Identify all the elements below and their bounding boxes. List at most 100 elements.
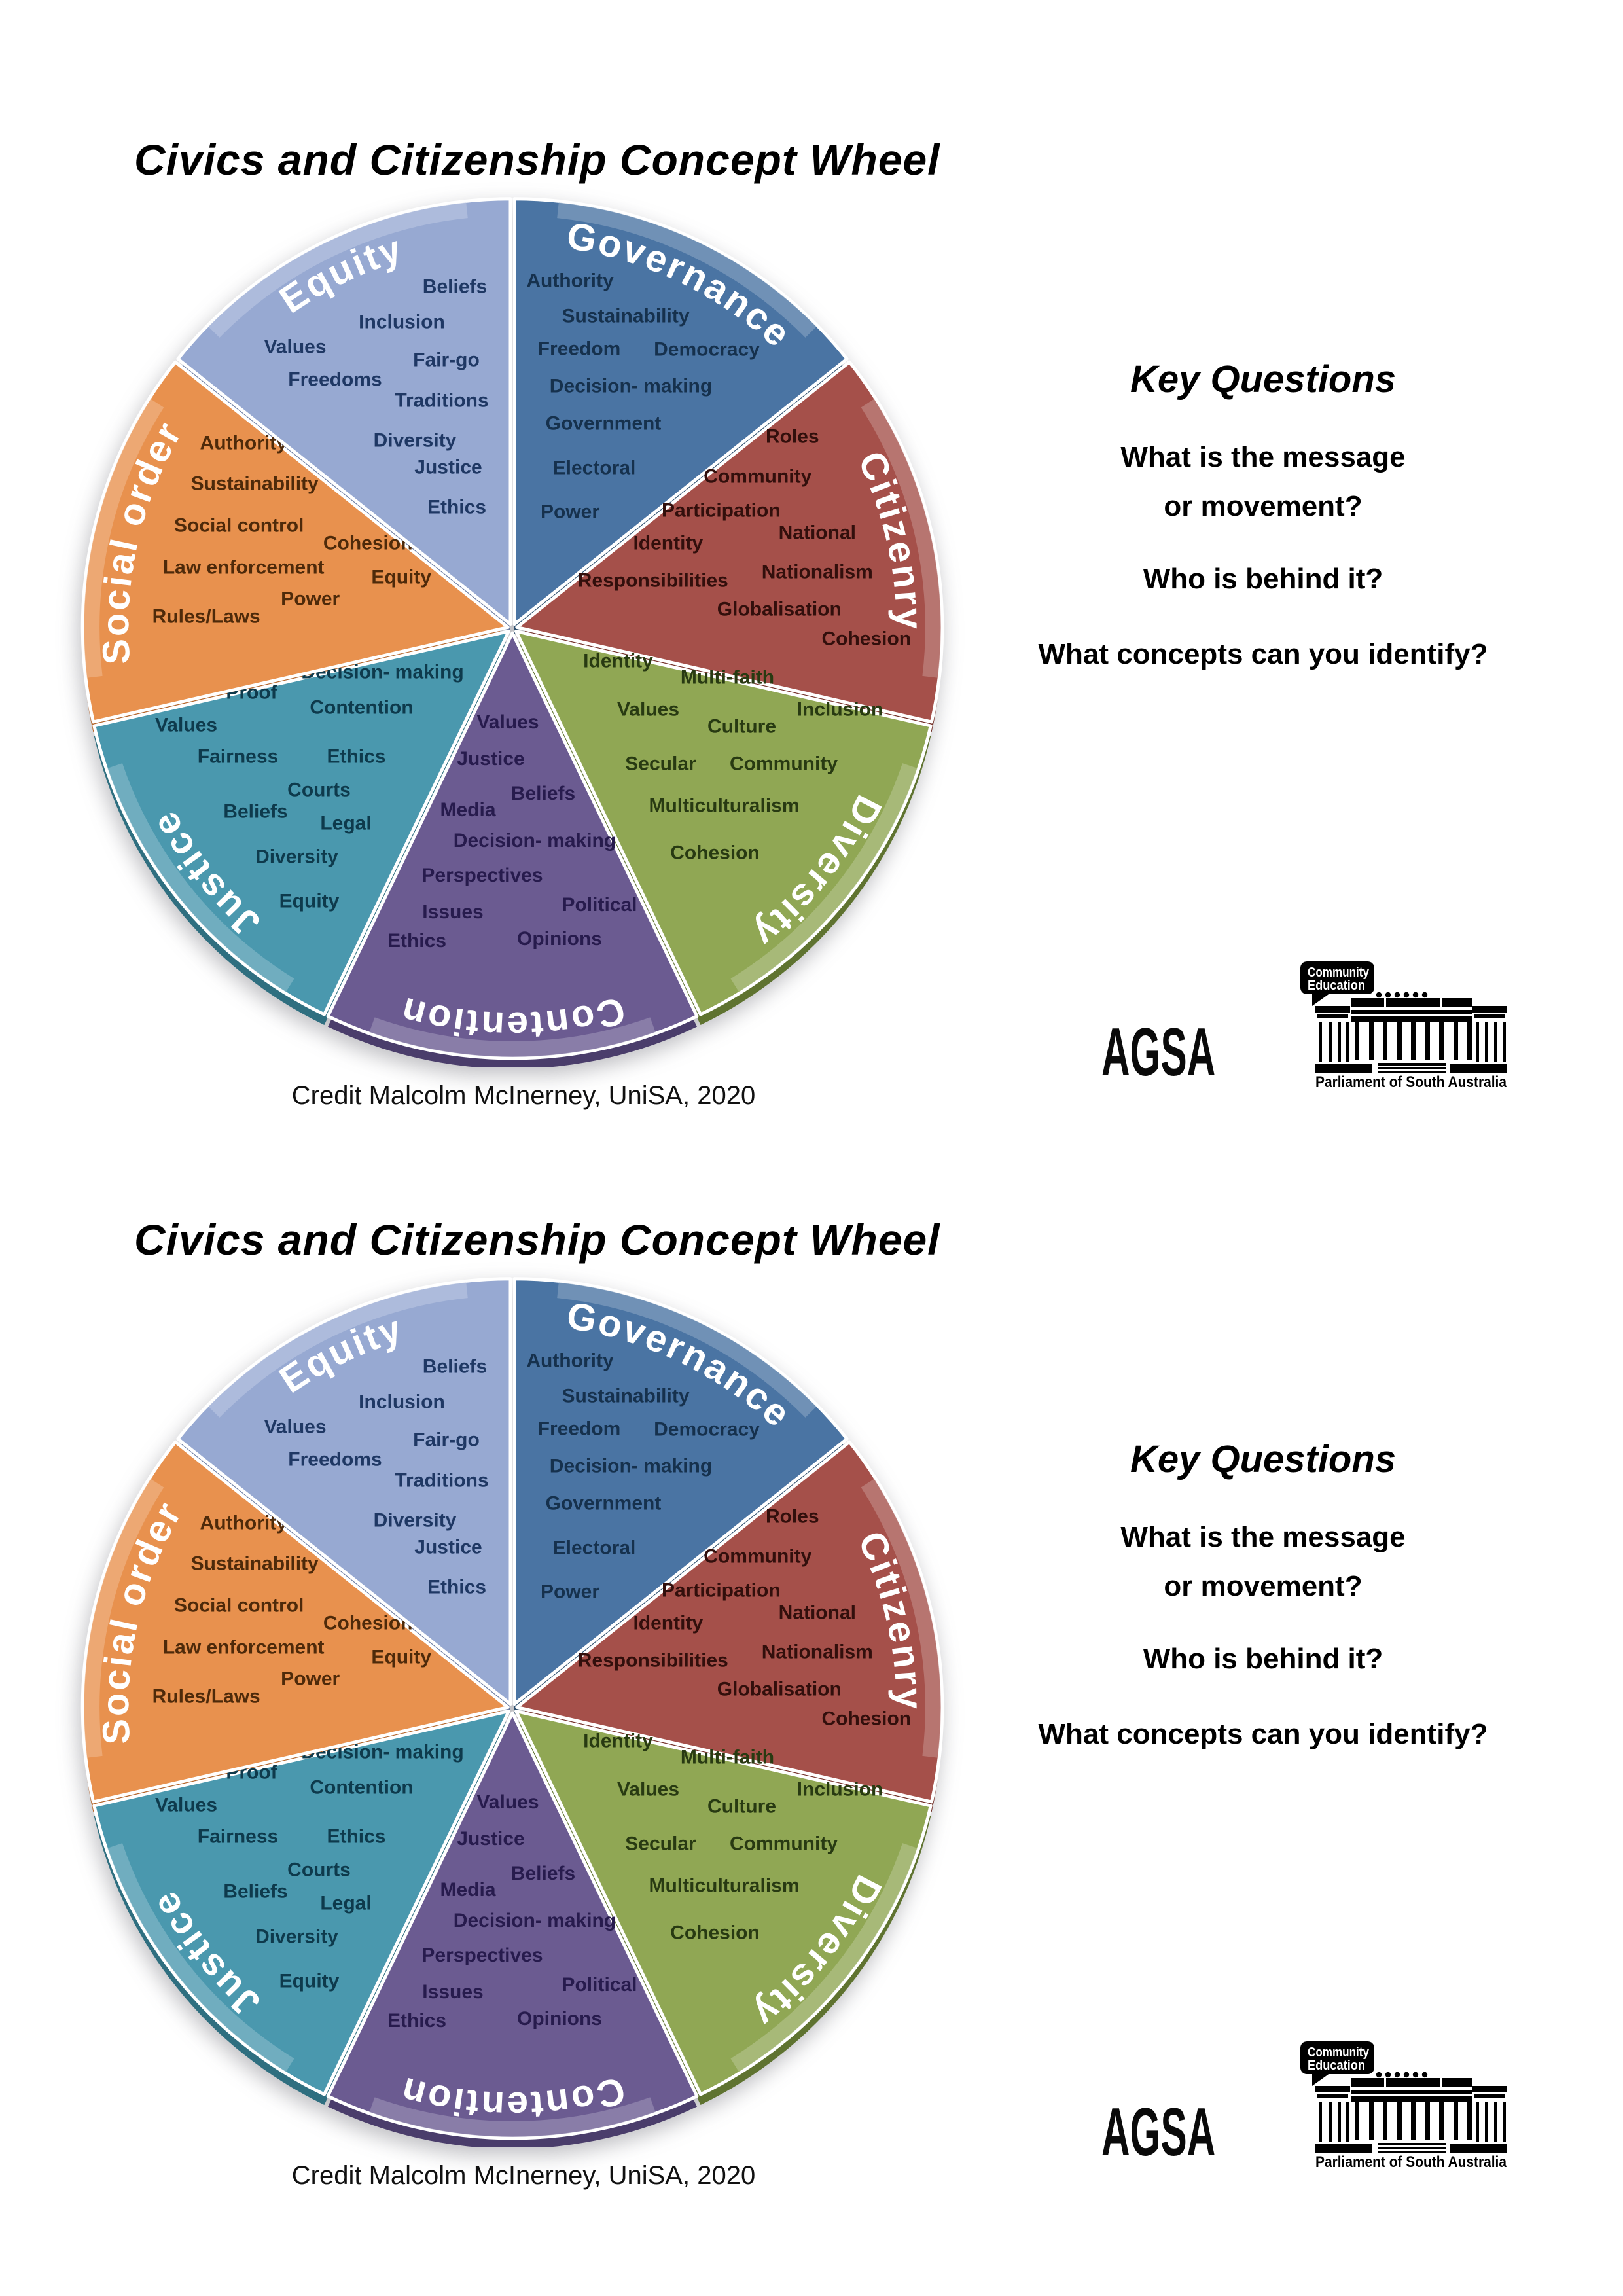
segment-bevel (369, 1017, 656, 1057)
parliament-building-icon (1315, 992, 1507, 1073)
segment-word: Community (704, 465, 812, 487)
segment-word: Beliefs (511, 783, 575, 804)
wheel-segment-citizenry: CitizenryRolesCommunityParticipationIden… (515, 360, 944, 724)
concept-wheel: GovernanceAuthoritySustainabilityFreedom… (80, 1277, 944, 2147)
segment-word: Beliefs (223, 800, 287, 822)
segment-word: Equity (279, 1970, 340, 1992)
segment-word: Sustainability (191, 1552, 319, 1574)
segment-word: Identity (633, 1612, 703, 1634)
segment-word: Values (155, 1794, 217, 1816)
segment-word: Ethics (427, 497, 486, 518)
key-question-1-line-1: What is the message (1120, 441, 1406, 473)
segment-word: Power (541, 1581, 599, 1603)
wheel-segment-equity: Equity Beliefs Inclusion Values Fair-go Freed… (176, 197, 512, 626)
segment-word: Justice (457, 748, 524, 770)
segment-word: Cohesion (670, 1922, 760, 1943)
segment-word: Diversity (374, 430, 457, 452)
segment-word: Fair-go (413, 1429, 480, 1451)
segment-word: Inclusion (359, 312, 445, 333)
segment-bevel (557, 1282, 817, 1418)
segment-bevel (208, 202, 468, 338)
segment-word: Contention (310, 1776, 413, 1798)
segment-word: Roles (766, 1505, 819, 1527)
bubble-line-2: Education (1308, 2058, 1365, 2073)
wheel-segment-diversity: DiversityIdentityMulti-faithValuesCultur… (514, 1709, 933, 2096)
key-question-3: What concepts can you identify? (1038, 638, 1488, 670)
segment-word: Fair-go (413, 350, 480, 371)
segment-word: Equity (279, 890, 340, 912)
segment-word: Justice (414, 1537, 482, 1558)
segment-shape (80, 1440, 510, 1804)
wheel-segment-contention: ContentionValuesJusticeBeliefsMediaDecis… (326, 631, 699, 1060)
key-question-2: Who is behind it? (1143, 563, 1383, 595)
parliament-building-icon (1315, 2072, 1507, 2153)
segment-word: Identity (633, 532, 703, 554)
segment-word: Perspectives (421, 1945, 543, 1966)
segment-word: Electoral (553, 457, 636, 479)
segment-word: Multiculturalism (649, 795, 799, 816)
segment-word: Globalisation (717, 1678, 842, 1700)
segment-word: Multi-faith (681, 666, 774, 688)
key-questions-title: Key Questions (1130, 1438, 1397, 1480)
segment-word: Values (617, 698, 679, 720)
segment-bevel (861, 1479, 941, 1758)
key-question-3: What concepts can you identify? (1038, 1718, 1488, 1750)
segment-shape (512, 197, 849, 626)
segment-word: Values (617, 1778, 679, 1800)
segment-word: Decision- making (454, 830, 616, 852)
segment-word: Globalisation (717, 598, 842, 620)
segment-word: Justice (457, 1828, 524, 1850)
segment-word: Culture (707, 715, 776, 737)
segment-word: Diversity (255, 1926, 338, 1947)
segment-word: Power (541, 501, 599, 523)
segment-word: Diversity (374, 1510, 457, 1532)
segment-word: Traditions (395, 1470, 488, 1492)
segment-word: Ethics (327, 745, 385, 767)
wheel-segment-social-order: Social order AuthoritySustainabilitySocia… (80, 360, 510, 724)
segment-word: Democracy (654, 1419, 760, 1441)
segment-word: Opinions (517, 928, 602, 950)
wheel-segment-equity: Equity Beliefs Inclusion Values Fair-go Freed… (176, 1277, 512, 1706)
segment-word: Decision- making (454, 1910, 616, 1931)
segment-word: Inclusion (359, 1391, 445, 1413)
segment-word: Beliefs (423, 276, 487, 298)
segment-word: Power (281, 1668, 340, 1689)
credit-line: Credit Malcolm McInerney, UniSA, 2020 (291, 1081, 756, 1110)
sheet-2: Civics and Citizenship Concept Wheel Gov… (0, 1080, 1623, 2228)
segment-word: Freedoms (288, 1449, 382, 1471)
segment-word: Decision- making (550, 376, 712, 397)
segment-word: Government (546, 413, 662, 435)
segment-shape (176, 1277, 512, 1706)
segment-bevel (84, 1479, 164, 1758)
parliament-caption: Parliament of South Australia (1315, 1073, 1507, 1091)
segment-word: Inclusion (797, 1778, 883, 1800)
segment-shape (326, 1711, 699, 2140)
segment-bevel (107, 763, 294, 992)
agsa-logo: AGSA (1101, 2094, 1216, 2170)
segment-word: Secular (625, 753, 696, 774)
segment-word: Legal (320, 1892, 371, 1914)
segment-word: Inclusion (797, 698, 883, 720)
wheel-top-layer: GovernanceAuthoritySustainabilityFreedom… (80, 197, 944, 1060)
segment-bevel (107, 1843, 294, 2072)
agsa-logo: AGSA (1101, 1014, 1216, 1090)
segment-word: Identity (583, 1730, 653, 1751)
segment-word: Sustainability (562, 1386, 689, 1407)
segment-word: Decision- making (550, 1456, 712, 1477)
wheel-segment-governance: GovernanceAuthoritySustainabilityFreedom… (512, 197, 849, 626)
segment-word: Issues (422, 1981, 483, 2003)
segment-word: Law enforcement (163, 1636, 325, 1658)
segment-word: Law enforcement (163, 556, 325, 578)
parliament-logo: Community Education (1300, 2041, 1507, 2171)
speech-bubble-icon: Community Education (1300, 961, 1374, 1006)
segment-word: Freedom (538, 1418, 621, 1440)
segment-bevel (557, 202, 817, 338)
segment-shape (326, 631, 699, 1060)
segment-word: Equity (371, 566, 431, 588)
segment-word: Social control (174, 514, 304, 536)
segment-bevel (861, 399, 941, 678)
segment-word: Freedom (538, 338, 621, 360)
segment-word: Fairness (198, 745, 278, 767)
sheet-1: Civics and Citizenship Concept Wheel Gov… (80, 135, 1507, 1110)
